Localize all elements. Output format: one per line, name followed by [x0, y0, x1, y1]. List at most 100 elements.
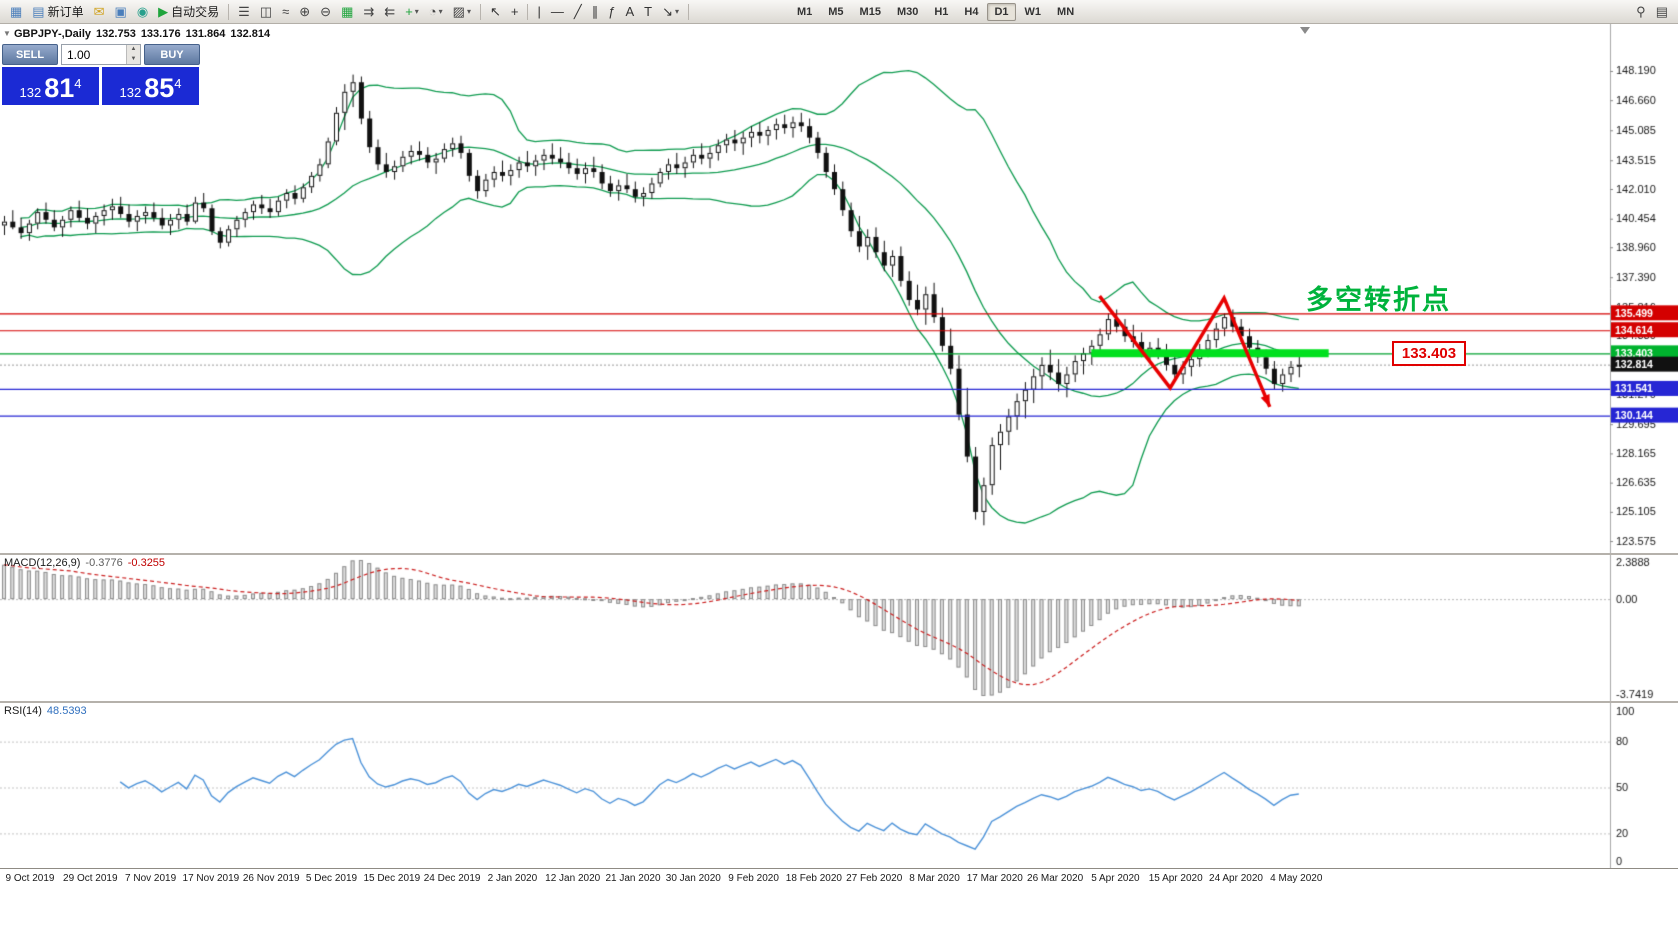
lot-up-icon[interactable]: ▲: [127, 45, 140, 55]
cursor-icon[interactable]: ↖: [486, 1, 505, 23]
toolbar-separator: [479, 3, 481, 20]
toolbar-separator: [228, 3, 230, 20]
timeframe-h1[interactable]: H1: [934, 5, 949, 18]
line-chart-icon[interactable]: ≈: [278, 1, 293, 23]
horizontal-line-icon[interactable]: —: [547, 1, 568, 23]
panel-separator[interactable]: [0, 701, 1678, 703]
chart-shift-icon[interactable]: ⇇: [380, 1, 399, 23]
macd-panel: MACD(12,26,9) -0.3776 -0.3255: [0, 555, 1678, 701]
data-window-icon[interactable]: ▤: [1652, 1, 1672, 23]
one-click-toggle-icon[interactable]: ▼: [3, 29, 11, 38]
toolbar-separator: [687, 3, 689, 20]
templates-icon[interactable]: ▨ ▾: [449, 1, 475, 23]
indicators-icon-caret[interactable]: ▾: [414, 7, 419, 16]
lot-input[interactable]: [62, 45, 140, 64]
new-order-button[interactable]: ▤ 新订单: [28, 1, 87, 23]
fibonacci-icon[interactable]: ƒ: [604, 1, 619, 23]
trendline-icon: ╱: [573, 4, 582, 19]
periods-icon[interactable]: ◔ ▾: [425, 1, 447, 23]
sell-button[interactable]: SELL: [2, 44, 58, 65]
bars-chart-icon[interactable]: ☰: [234, 1, 254, 23]
timeframe-mn[interactable]: MN: [1057, 5, 1075, 18]
date-label: 17 Nov 2019: [182, 873, 240, 884]
text-icon[interactable]: A: [621, 1, 638, 23]
profiles-icon[interactable]: ▣: [111, 1, 131, 23]
templates-icon-caret[interactable]: ▾: [466, 7, 471, 16]
panel-separator[interactable]: [0, 553, 1678, 555]
toolbar: ▦ ▤ 新订单 ✉ ▣ ◉ ▶ 自动交易 ☰ ◫ ≈ ⊕ ⊖ ▦ ⇉ ⇇ + ▾ ◔ ▾ ▨ ▾ ↖ + | — ╱ ∥ ƒ A T ↘ ▾ M1…: [0, 0, 1678, 24]
date-label: 9 Oct 2019: [5, 873, 55, 884]
turning-point-annotation: 多空转折点: [1306, 285, 1451, 315]
timeframe-h4[interactable]: H4: [964, 5, 979, 18]
timeframe-m30[interactable]: M30: [896, 5, 919, 18]
periods-icon-caret[interactable]: ▾: [438, 7, 443, 16]
main-chart-canvas[interactable]: [0, 24, 1678, 553]
crosshair-icon[interactable]: +: [507, 1, 523, 23]
date-label: 5 Apr 2020: [1091, 873, 1140, 884]
channel-icon[interactable]: ∥: [588, 1, 603, 23]
bar-high: 133.176: [140, 28, 181, 40]
timeframe-d1[interactable]: D1: [987, 2, 1016, 21]
autotrade-button-label: 自动交易: [171, 5, 220, 19]
date-label: 24 Apr 2020: [1209, 873, 1263, 884]
timeframe-m1[interactable]: M1: [796, 5, 813, 18]
label-icon[interactable]: T: [640, 1, 656, 23]
arrows-icon[interactable]: ↘ ▾: [658, 1, 683, 23]
rsi-name: RSI(14): [4, 705, 42, 717]
bars-chart-icon: ☰: [238, 4, 250, 19]
channel-icon: ∥: [591, 4, 599, 19]
timeframe-w1[interactable]: W1: [1024, 5, 1042, 18]
rsi-canvas[interactable]: [0, 703, 1678, 868]
autotrade-button[interactable]: ▶ 自动交易: [154, 1, 223, 23]
price-level-callout: 133.403: [1392, 341, 1466, 366]
data-window-icon: ▤: [1655, 4, 1668, 19]
date-label: 4 May 2020: [1270, 873, 1323, 884]
tile-windows-icon: ▦: [341, 4, 354, 19]
candlestick-chart-icon[interactable]: ◫: [256, 1, 276, 23]
date-label: 30 Jan 2020: [665, 873, 721, 884]
buy-button[interactable]: BUY: [144, 44, 200, 65]
buy-price-big: 85: [144, 73, 175, 103]
community-icon[interactable]: ◉: [133, 1, 152, 23]
zoom-in-icon[interactable]: ⊕: [295, 1, 314, 23]
candlestick-chart-icon: ◫: [259, 4, 273, 19]
cursor-icon: ↖: [489, 4, 501, 19]
new-order-button-label: 新订单: [47, 5, 84, 19]
sell-price-sup: 4: [74, 76, 82, 91]
auto-scroll-icon[interactable]: ⇉: [359, 1, 378, 23]
chart-shift-marker[interactable]: [1300, 27, 1310, 34]
zoom-out-icon[interactable]: ⊖: [316, 1, 335, 23]
label-icon: T: [644, 4, 653, 19]
buy-price[interactable]: 132 85 4: [102, 67, 199, 105]
lot-down-icon[interactable]: ▼: [127, 54, 140, 64]
trendline-icon[interactable]: ╱: [570, 1, 586, 23]
indicators-icon[interactable]: + ▾: [401, 1, 423, 23]
date-label: 7 Nov 2019: [125, 873, 177, 884]
mail-icon[interactable]: ✉: [90, 1, 109, 23]
fibonacci-icon: ƒ: [608, 4, 616, 19]
sell-price[interactable]: 132 81 4: [2, 67, 99, 105]
tile-windows-icon[interactable]: ▦: [337, 1, 357, 23]
date-label: 21 Jan 2020: [605, 873, 661, 884]
vertical-line-icon[interactable]: |: [533, 1, 544, 23]
vertical-line-icon: |: [537, 4, 541, 19]
macd-canvas[interactable]: [0, 555, 1678, 701]
arrows-icon-caret[interactable]: ▾: [674, 7, 679, 16]
rsi-panel: RSI(14) 48.5393: [0, 703, 1678, 868]
new-chart-icon[interactable]: ▦: [6, 1, 26, 23]
bar-open: 132.753: [96, 28, 136, 40]
macd-name: MACD(12,26,9): [4, 557, 81, 569]
templates-icon: ▨: [452, 4, 465, 19]
sell-price-small: 132: [19, 84, 42, 100]
search-icon[interactable]: ⚲: [1632, 1, 1650, 23]
bar-close: 132.814: [230, 28, 271, 40]
date-label: 26 Mar 2020: [1027, 873, 1084, 884]
new-chart-icon: ▦: [10, 4, 23, 19]
timeframe-m5[interactable]: M5: [828, 5, 844, 18]
timeframe-m15[interactable]: M15: [859, 5, 881, 18]
date-label: 15 Apr 2020: [1148, 873, 1203, 884]
time-axis[interactable]: 9 Oct 2019 29 Oct 2019 7 Nov 2019 17 Nov 20…: [0, 868, 1678, 894]
chart-shift-icon: ⇇: [384, 4, 396, 19]
